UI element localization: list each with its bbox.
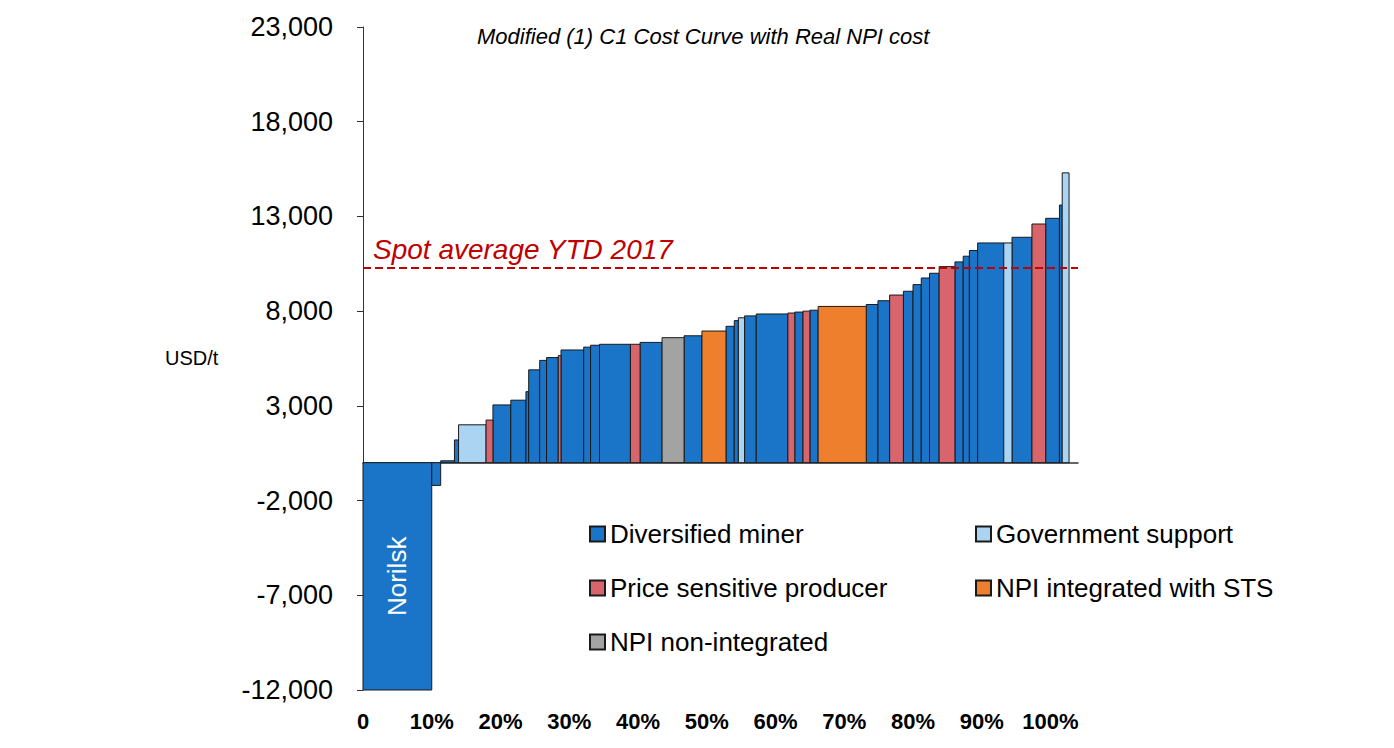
svg-text:20%: 20% xyxy=(478,709,522,734)
svg-text:-2,000: -2,000 xyxy=(256,486,333,516)
svg-text:70%: 70% xyxy=(822,709,866,734)
svg-text:Price sensitive producer: Price sensitive producer xyxy=(610,573,888,603)
svg-text:Government support: Government support xyxy=(996,519,1234,549)
svg-text:50%: 50% xyxy=(685,709,729,734)
svg-text:60%: 60% xyxy=(753,709,797,734)
svg-text:0: 0 xyxy=(357,709,369,734)
svg-text:18,000: 18,000 xyxy=(250,107,333,137)
svg-text:40%: 40% xyxy=(616,709,660,734)
svg-text:Modified (1) C1 Cost Curve wit: Modified (1) C1 Cost Curve with Real NPI… xyxy=(477,24,930,49)
svg-text:100%: 100% xyxy=(1022,709,1078,734)
svg-text:30%: 30% xyxy=(547,709,591,734)
svg-text:Spot average YTD 2017: Spot average YTD 2017 xyxy=(373,234,674,265)
svg-text:-12,000: -12,000 xyxy=(241,675,333,705)
svg-text:NPI integrated with STS: NPI integrated with STS xyxy=(996,573,1273,603)
svg-text:90%: 90% xyxy=(960,709,1004,734)
svg-text:10%: 10% xyxy=(410,709,454,734)
svg-text:Diversified miner: Diversified miner xyxy=(610,519,804,549)
svg-text:13,000: 13,000 xyxy=(250,201,333,231)
svg-text:80%: 80% xyxy=(891,709,935,734)
svg-text:NPI non-integrated: NPI non-integrated xyxy=(610,627,828,657)
svg-text:3,000: 3,000 xyxy=(265,391,333,421)
svg-text:Norilsk: Norilsk xyxy=(382,536,412,616)
svg-text:USD/t: USD/t xyxy=(165,347,219,369)
svg-text:8,000: 8,000 xyxy=(265,296,333,326)
svg-text:23,000: 23,000 xyxy=(250,12,333,42)
svg-text:-7,000: -7,000 xyxy=(256,580,333,610)
